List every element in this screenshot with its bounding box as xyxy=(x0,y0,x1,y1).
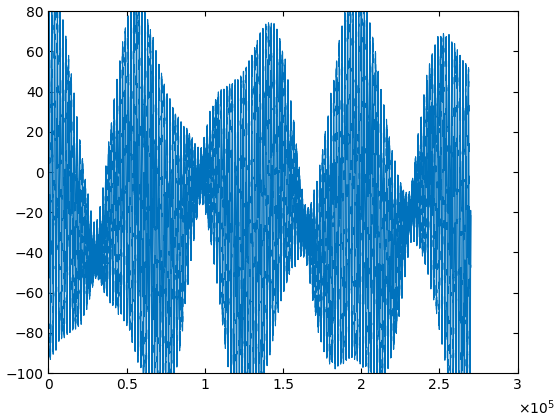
Text: $\times10^5$: $\times10^5$ xyxy=(517,399,554,417)
